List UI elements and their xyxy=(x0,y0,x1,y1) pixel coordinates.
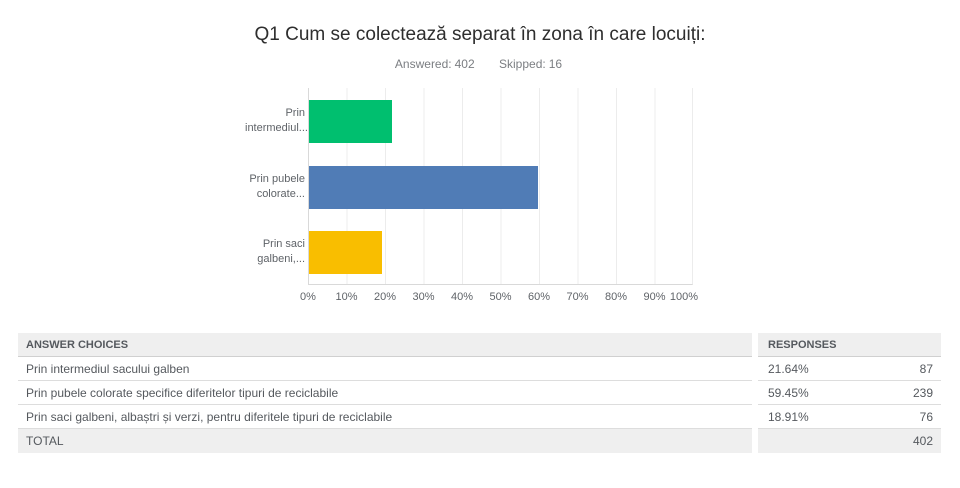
x-axis-tick: 90% xyxy=(643,291,666,303)
total-label: TOTAL xyxy=(18,429,752,453)
x-axis: 0% 10% 20% 30% 40% 50% 60% 70% 80% 90% 1… xyxy=(300,291,698,305)
response-count: 87 xyxy=(919,362,933,376)
x-axis-tick: 10% xyxy=(335,291,358,303)
skipped-count: Skipped: 16 xyxy=(499,57,563,71)
table-header-row: ANSWER CHOICES RESPONSES xyxy=(18,333,941,357)
chart-bar xyxy=(309,100,393,143)
table-row: Prin pubele colorate specifice diferitel… xyxy=(18,381,941,405)
responses-cell: 21.64% 87 xyxy=(758,357,941,381)
response-count: 239 xyxy=(912,386,933,400)
category-label: Prin saci galbeni,... xyxy=(257,238,305,265)
total-row: TOTAL 402 xyxy=(18,429,941,453)
x-axis-tick: 40% xyxy=(450,291,474,303)
response-count: 76 xyxy=(919,410,933,424)
chart-bar xyxy=(309,166,538,209)
category-label: Prin intermediul... xyxy=(245,107,308,134)
header-answer-choices: ANSWER CHOICES xyxy=(18,333,752,357)
column-gap xyxy=(752,429,758,453)
page-title: Q1 Cum se colectează separat în zona în … xyxy=(254,24,706,45)
category-label: Prin pubele colorate... xyxy=(249,173,305,200)
x-axis-tick: 50% xyxy=(489,291,512,303)
x-axis-tick: 100% xyxy=(669,291,699,303)
header-responses: RESPONSES xyxy=(758,333,941,357)
plot-area xyxy=(308,88,693,285)
responses-cell: 18.91% 76 xyxy=(758,405,941,429)
answer-choice-cell: Prin intermediul sacului galben xyxy=(18,357,752,381)
response-percent: 59.45% xyxy=(768,386,809,400)
bar-chart: Prin intermediul... Prin pubele colorate… xyxy=(245,88,698,310)
x-axis-tick: 30% xyxy=(412,291,435,303)
response-percent: 21.64% xyxy=(768,362,809,376)
x-axis-tick: 80% xyxy=(604,291,628,303)
total-count: 402 xyxy=(912,434,933,448)
response-percent: 18.91% xyxy=(768,410,809,424)
answer-choice-cell: Prin saci galbeni, albaștri și verzi, pe… xyxy=(18,405,752,429)
column-gap xyxy=(752,333,758,357)
table-row: Prin saci galbeni, albaștri și verzi, pe… xyxy=(18,405,941,429)
x-axis-tick: 60% xyxy=(527,291,551,303)
x-axis-tick: 0% xyxy=(300,291,316,303)
answers-table: ANSWER CHOICES RESPONSES Prin intermediu… xyxy=(18,333,941,453)
chart-bar xyxy=(309,231,382,274)
x-axis-tick: 20% xyxy=(373,291,397,303)
table-row: Prin intermediul sacului galben 21.64% 8… xyxy=(18,357,941,381)
answer-choice-cell: Prin pubele colorate specifice diferitel… xyxy=(18,381,752,405)
x-axis-tick: 70% xyxy=(566,291,589,303)
responses-cell: 59.45% 239 xyxy=(758,381,941,405)
answered-count: Answered: 402 xyxy=(394,57,475,71)
total-count-cell: 402 xyxy=(758,429,941,453)
response-summary: Answered: 402 Skipped: 16 xyxy=(0,57,960,71)
